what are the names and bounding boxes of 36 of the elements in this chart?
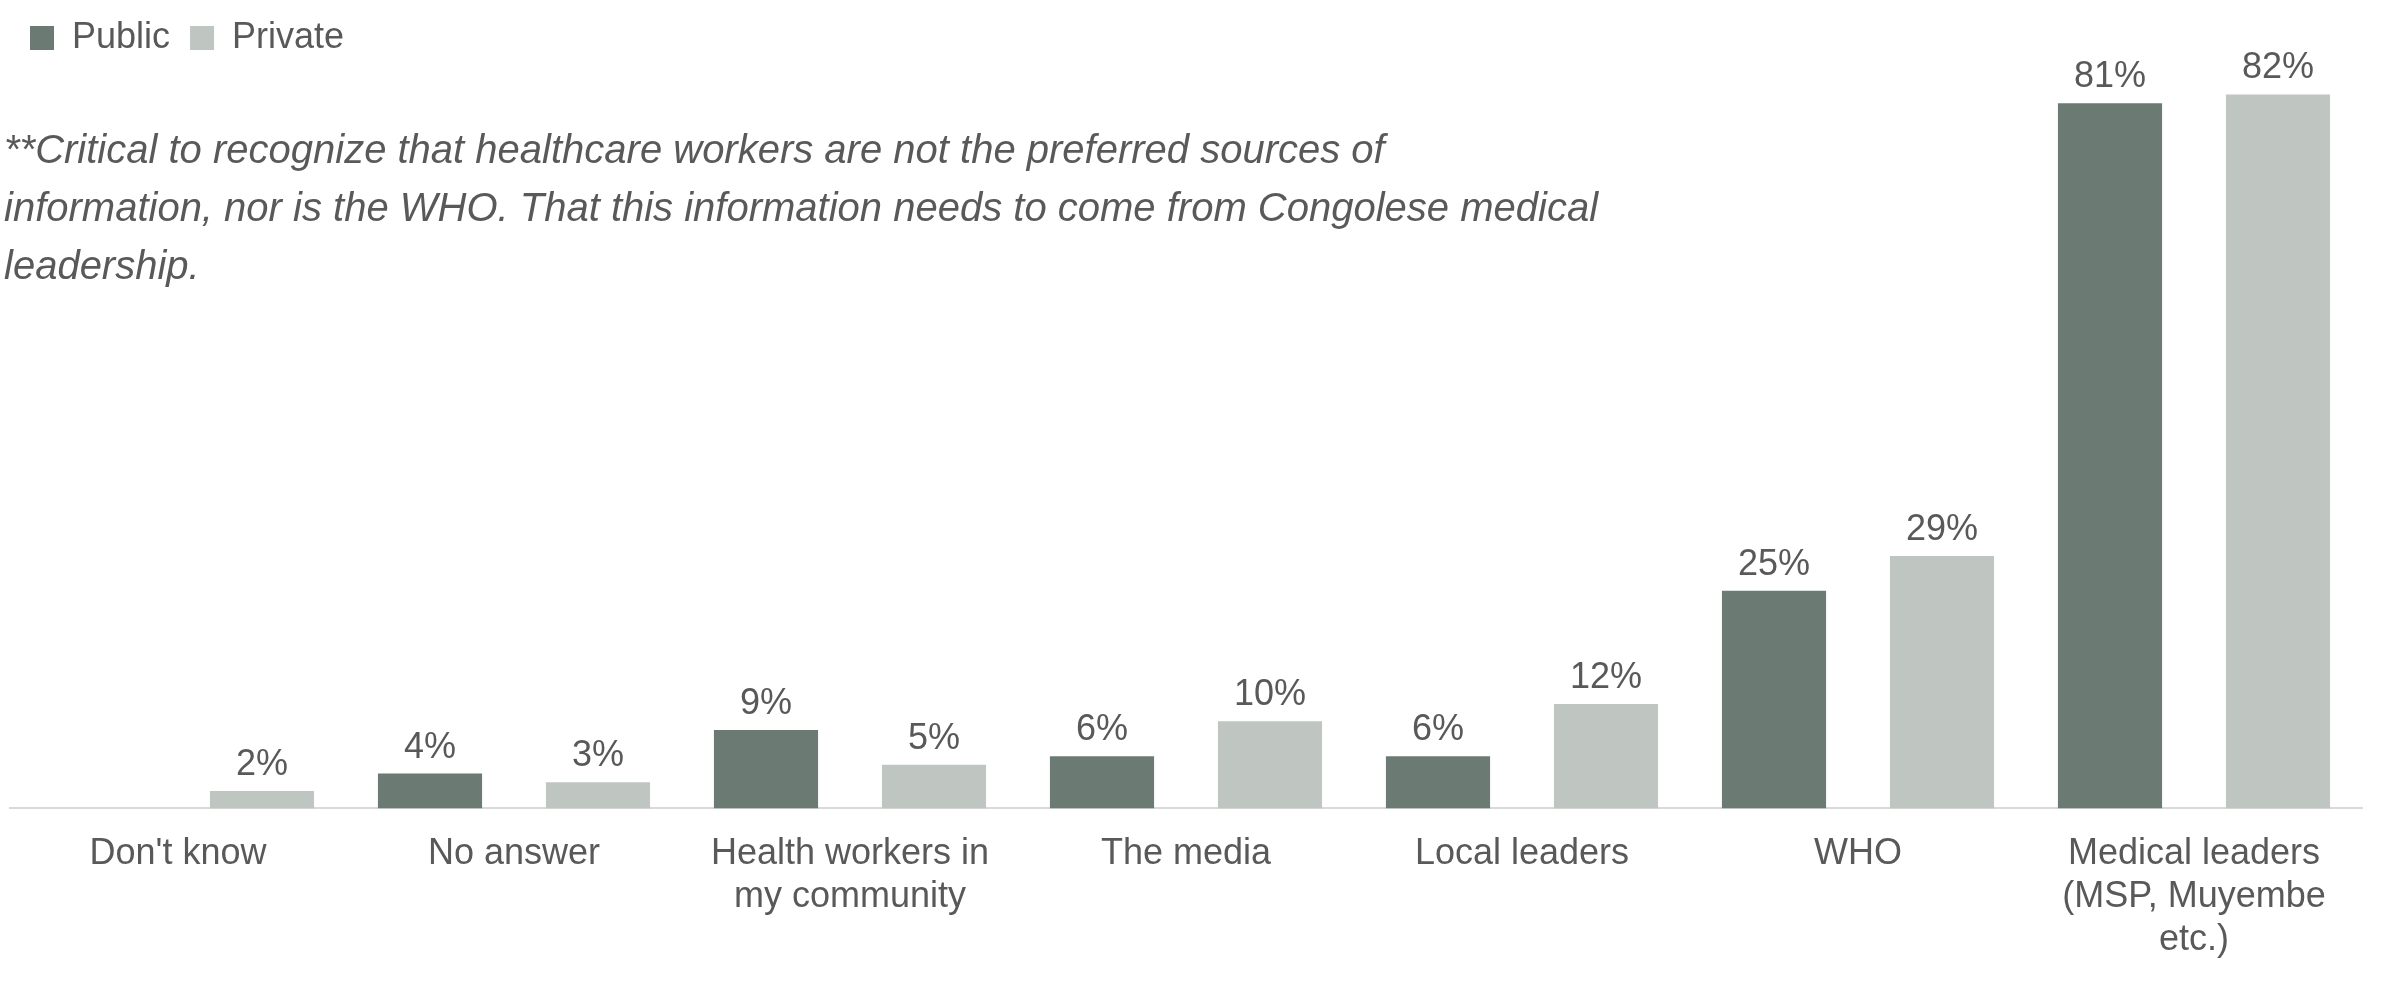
- x-tick-label: WHO: [1814, 830, 1902, 872]
- bar: [209, 790, 315, 809]
- data-label: 6%: [1411, 707, 1465, 749]
- data-label: 5%: [907, 715, 961, 757]
- annotation: **Critical to recognize that healthcare workers are not the preferred sources of information, nor is the WHO. That this information needs to come from Congolese medical leadership.: [4, 126, 1600, 289]
- x-tick-label: Don't know: [89, 830, 268, 872]
- bar: [881, 764, 987, 809]
- x-tick-label: Health workers in my community: [710, 830, 990, 916]
- legend-label: Public: [72, 14, 171, 56]
- data-label: 9%: [739, 680, 793, 722]
- bar: [1553, 703, 1659, 809]
- bar: [1049, 756, 1155, 809]
- data-label: 12%: [1569, 654, 1643, 696]
- data-label: 81%: [2073, 54, 2147, 96]
- x-tick-label: Medical leaders (MSP, Muyembe etc.): [2062, 830, 2326, 959]
- x-tick-label: Local leaders: [1414, 830, 1630, 872]
- bar: [1721, 590, 1827, 809]
- data-label: 2%: [235, 741, 289, 783]
- bar: [2225, 94, 2331, 809]
- bar: [1385, 756, 1491, 809]
- data-label: 82%: [2241, 45, 2315, 87]
- bar: [545, 782, 651, 809]
- data-label: 25%: [1737, 541, 1811, 583]
- legend-label: Private: [232, 14, 345, 56]
- x-tick-label: The media: [1100, 830, 1273, 872]
- bar: [713, 730, 819, 809]
- data-label: 29%: [1905, 506, 1979, 548]
- bar: [377, 773, 483, 809]
- bar: [2057, 103, 2163, 809]
- data-label: 10%: [1233, 672, 1307, 714]
- bar: [1889, 555, 1995, 809]
- data-label: 6%: [1075, 707, 1129, 749]
- x-tick-label: No answer: [427, 830, 601, 872]
- bar: [1217, 721, 1323, 809]
- data-label: 4%: [403, 724, 457, 766]
- data-label: 3%: [571, 733, 625, 775]
